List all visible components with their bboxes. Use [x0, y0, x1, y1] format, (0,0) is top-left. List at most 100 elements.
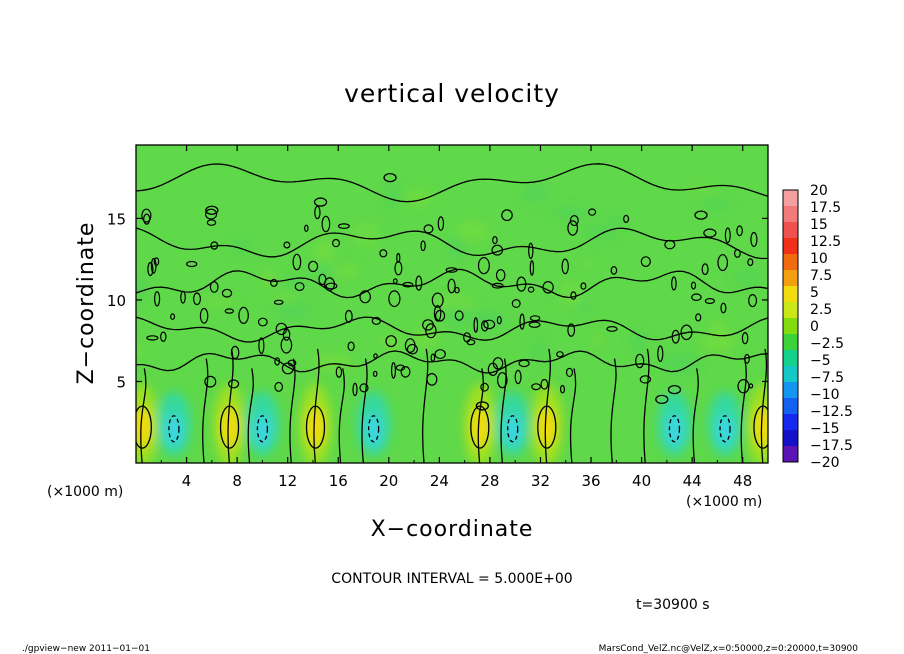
- contour-cell: [143, 213, 151, 225]
- contour-cell: [193, 292, 202, 306]
- contour-cell: [496, 316, 502, 325]
- contour-cell: [492, 236, 498, 245]
- field-mottle: [200, 298, 238, 307]
- contour-cell: [335, 366, 343, 378]
- contour-cell: [491, 244, 504, 256]
- updraft-contour: [219, 405, 240, 449]
- contour-line: [227, 348, 234, 463]
- contour-cell: [404, 338, 416, 354]
- updraft-core: [136, 407, 152, 448]
- contour-cell: [527, 286, 535, 293]
- x-tick-label: 16: [329, 472, 348, 490]
- contour-cell: [561, 258, 569, 275]
- contour-cell: [332, 238, 341, 248]
- field-mottle: [610, 213, 624, 227]
- colorbar-swatch: [783, 206, 798, 223]
- field-mottle: [701, 199, 732, 211]
- colorbar-swatch: [783, 334, 798, 351]
- x-tick-label: 48: [733, 472, 752, 490]
- colorbar-swatch: [783, 238, 798, 255]
- colorbar-swatch: [783, 414, 798, 431]
- contour-ring: [383, 172, 397, 183]
- x-tick-label: 40: [632, 472, 651, 490]
- contour-cell: [717, 254, 728, 272]
- contour-cell: [695, 313, 702, 322]
- contour-cell: [514, 369, 522, 385]
- colorbar-swatch: [783, 286, 798, 303]
- contour-cell: [221, 288, 233, 298]
- field-mottle: [700, 329, 738, 354]
- colorbar-swatch: [783, 366, 798, 383]
- colorbar-level-label: 12.5: [810, 234, 841, 250]
- contour-lines: [136, 163, 768, 463]
- contour-cell: [540, 378, 549, 390]
- colorbar-swatch: [783, 270, 798, 287]
- contour-cell: [567, 220, 579, 236]
- contour-cell: [324, 277, 336, 292]
- contour-line: [136, 316, 768, 343]
- contour-cell: [206, 219, 217, 226]
- field-mottle: [584, 224, 617, 240]
- contour-cell: [454, 310, 464, 321]
- x-right-unit-label: (×1000 m): [686, 494, 762, 510]
- colorbar-level-label: 2.5: [810, 302, 832, 318]
- y-tick-label: 15: [107, 210, 126, 228]
- contour-cell: [283, 241, 291, 249]
- contour-cell: [359, 383, 369, 393]
- footer-left: ./gpview−new 2011−01−01: [22, 644, 150, 654]
- contour-cell: [224, 308, 234, 314]
- field-mottle: [456, 220, 490, 242]
- plot-frame: [135, 144, 769, 464]
- contour-cell: [748, 294, 758, 308]
- contour-cell: [483, 319, 496, 330]
- x-tick-label: 44: [683, 472, 702, 490]
- contour-cell: [724, 227, 731, 244]
- contour-cell: [623, 214, 630, 223]
- contour-cell: [430, 353, 436, 362]
- contour-cell: [337, 223, 350, 229]
- chart-title: vertical velocity: [344, 79, 560, 108]
- field-mottle: [580, 259, 594, 270]
- x-tick-label: 12: [278, 472, 297, 490]
- contour-cell: [542, 280, 554, 294]
- colorbar-level-label: −20: [810, 455, 840, 471]
- footer-right: MarsCond_VelZ.nc@VelZ,x=0:50000,z=0:2000…: [599, 644, 859, 654]
- field-mottle: [351, 221, 383, 247]
- colorbar-frame: [782, 189, 799, 463]
- contour-cell: [388, 290, 401, 308]
- updraft-contour: [305, 405, 326, 449]
- contour-cell: [400, 365, 411, 378]
- contour-cell: [750, 231, 758, 248]
- contour-line: [500, 358, 507, 463]
- field-mottle: [261, 266, 275, 289]
- contour-cell: [292, 253, 302, 271]
- colorbar-swatch: [783, 350, 798, 367]
- contour-cell: [671, 329, 680, 344]
- colorbar-swatch: [783, 446, 798, 463]
- x-tick-label: 20: [379, 472, 398, 490]
- contour-cell: [567, 323, 576, 337]
- contour-cell: [691, 293, 702, 302]
- colorbar-swatch: [783, 318, 798, 335]
- field-mottle: [136, 277, 147, 300]
- contour-cell: [238, 306, 249, 324]
- contour-ring: [703, 228, 717, 238]
- contour-cell: [565, 367, 574, 378]
- contour-cell: [431, 292, 444, 308]
- field-mottle: [532, 337, 545, 362]
- contour-cell: [701, 263, 709, 276]
- contour-cell: [423, 224, 434, 234]
- contour-line: [289, 358, 296, 463]
- contour-line: [692, 368, 699, 463]
- updraft-contour: [470, 405, 490, 449]
- contour-cell: [422, 319, 434, 331]
- x-tick-label: 36: [581, 472, 600, 490]
- contour-cell: [396, 252, 401, 263]
- contour-line: [740, 358, 747, 463]
- contour-cell: [210, 241, 219, 250]
- contour-cell: [454, 286, 460, 294]
- downdraft-contour: [168, 415, 180, 443]
- contour-cell: [495, 269, 506, 282]
- contour-cell: [282, 328, 291, 341]
